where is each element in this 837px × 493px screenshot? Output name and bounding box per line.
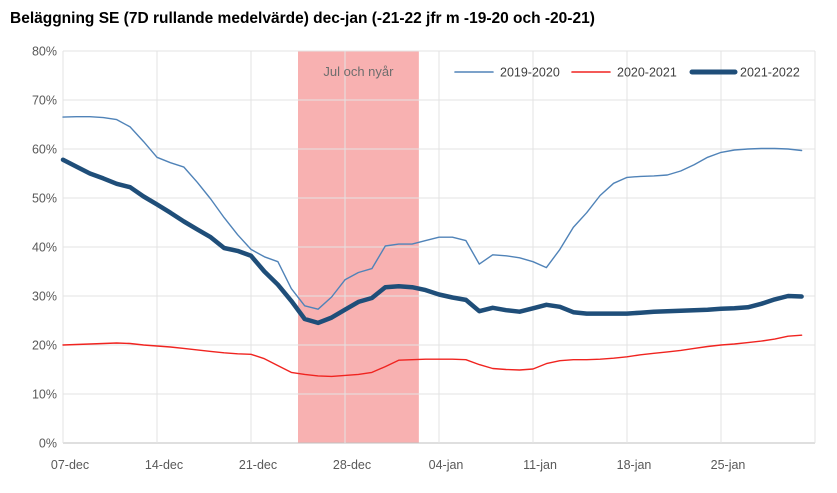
legend-label-2020-2021: 2020-2021 — [617, 66, 677, 80]
gridline-layer — [62, 50, 816, 444]
series-line-layer — [60, 115, 804, 378]
legend-layer: 2019-2020 2020-2021 2021-2022 — [454, 66, 800, 80]
legend-label-2019-2020: 2019-2020 — [500, 66, 560, 80]
y-axis-tick-label: 60% — [32, 143, 57, 157]
x-axis-tick-label: 21-dec — [239, 458, 277, 472]
y-axis-tick-label: 70% — [32, 94, 57, 108]
y-axis-tick-label: 20% — [32, 339, 57, 353]
y-axis-tick-label: 50% — [32, 192, 57, 206]
series-line-2020-2021 — [62, 334, 803, 378]
x-axis-tick-label: 28-dec — [333, 458, 371, 472]
y-axis-tick-label: 10% — [32, 388, 57, 402]
x-axis-tick-label: 11-jan — [523, 458, 557, 472]
legend-label-2021-2022: 2021-2022 — [740, 66, 800, 80]
series-line-2021-2022 — [60, 157, 804, 326]
chart-title: Beläggning SE (7D rullande medelvärde) d… — [10, 10, 595, 27]
x-axis-tick-label: 14-dec — [145, 458, 183, 472]
x-axis-tick-label: 07-dec — [51, 458, 89, 472]
y-axis-tick-label: 80% — [32, 45, 57, 59]
axis-label-layer: 0% 10% 20% 30% 40% 50% 60% 70% 80% 07-dec 14-dec 21… — [32, 45, 745, 473]
x-axis-tick-label: 25-jan — [711, 458, 746, 472]
series-line-2019-2020 — [62, 115, 803, 310]
y-axis-tick-label: 0% — [39, 437, 57, 451]
y-axis-tick-label: 40% — [32, 241, 57, 255]
y-axis-tick-label: 30% — [32, 290, 57, 304]
x-axis-tick-label: 04-jan — [429, 458, 464, 472]
x-axis-tick-label: 18-jan — [617, 458, 652, 472]
holiday-band-label: Jul och nyår — [323, 64, 394, 79]
